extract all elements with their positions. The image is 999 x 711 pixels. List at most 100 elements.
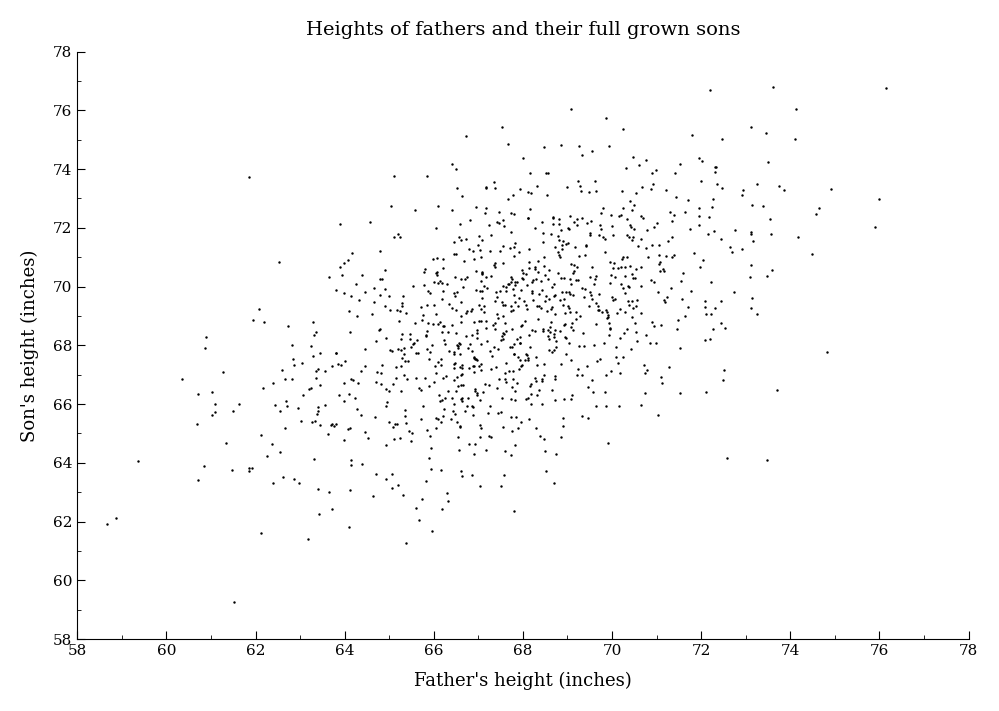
- Point: [548, 342, 564, 353]
- Point: [621, 195, 637, 206]
- Point: [478, 181, 494, 193]
- Point: [436, 403, 452, 415]
- Point: [705, 193, 721, 204]
- Point: [428, 267, 444, 278]
- Point: [463, 305, 479, 316]
- Point: [451, 341, 467, 352]
- Point: [412, 514, 428, 525]
- Point: [518, 299, 534, 311]
- Point: [482, 346, 498, 357]
- Point: [672, 159, 688, 170]
- Point: [553, 225, 569, 236]
- Point: [527, 263, 543, 274]
- Point: [550, 230, 566, 242]
- Point: [577, 240, 593, 252]
- Point: [465, 470, 481, 481]
- Point: [382, 416, 398, 427]
- Point: [500, 278, 516, 289]
- Point: [436, 372, 452, 383]
- Point: [472, 360, 488, 371]
- Point: [475, 266, 491, 277]
- Point: [473, 419, 489, 431]
- Point: [556, 319, 572, 330]
- Point: [541, 264, 557, 276]
- Point: [563, 390, 579, 401]
- Point: [534, 236, 550, 247]
- Point: [582, 289, 598, 300]
- Point: [529, 360, 545, 371]
- Point: [454, 191, 470, 202]
- Point: [264, 439, 280, 450]
- Point: [278, 395, 294, 407]
- Point: [412, 383, 428, 394]
- Point: [308, 373, 324, 384]
- Point: [483, 270, 499, 282]
- Point: [623, 235, 639, 246]
- Point: [661, 206, 677, 218]
- Point: [611, 304, 627, 315]
- Point: [612, 332, 628, 343]
- Point: [487, 341, 502, 353]
- Point: [442, 299, 458, 310]
- Point: [306, 329, 322, 341]
- Point: [392, 231, 408, 242]
- Point: [372, 289, 388, 301]
- Point: [544, 281, 560, 292]
- Point: [488, 295, 503, 306]
- Point: [513, 320, 529, 331]
- Point: [675, 267, 691, 279]
- Point: [355, 269, 371, 281]
- Point: [280, 400, 296, 412]
- Point: [496, 240, 511, 252]
- Point: [439, 487, 455, 498]
- Point: [397, 342, 413, 353]
- Point: [543, 304, 559, 315]
- Point: [513, 320, 529, 331]
- Point: [397, 370, 413, 381]
- Point: [469, 387, 485, 399]
- Point: [332, 218, 348, 229]
- Point: [621, 281, 637, 292]
- Point: [636, 367, 652, 378]
- Point: [308, 326, 324, 338]
- Point: [467, 351, 483, 362]
- Point: [434, 326, 450, 337]
- Point: [635, 360, 651, 371]
- Point: [225, 406, 241, 417]
- Point: [539, 274, 555, 285]
- Point: [409, 334, 425, 346]
- Point: [546, 374, 562, 385]
- Point: [600, 309, 616, 321]
- Point: [568, 274, 584, 286]
- Point: [619, 296, 635, 307]
- Point: [498, 445, 513, 456]
- Point: [559, 182, 575, 193]
- Point: [517, 348, 533, 359]
- Point: [590, 304, 606, 316]
- Point: [336, 258, 352, 269]
- Point: [615, 283, 631, 294]
- Point: [613, 209, 629, 220]
- Point: [491, 407, 506, 418]
- Point: [436, 335, 452, 346]
- Point: [553, 139, 569, 151]
- Point: [567, 242, 583, 253]
- Point: [644, 168, 660, 179]
- Point: [328, 418, 344, 429]
- Point: [312, 348, 328, 359]
- Point: [616, 306, 632, 318]
- Point: [300, 533, 316, 544]
- Point: [742, 272, 758, 283]
- Point: [547, 308, 563, 319]
- Point: [478, 208, 494, 219]
- Point: [673, 293, 689, 304]
- Point: [387, 170, 403, 181]
- Point: [555, 272, 571, 284]
- Point: [446, 287, 462, 299]
- Point: [386, 433, 402, 444]
- Point: [368, 336, 384, 347]
- Point: [697, 308, 713, 319]
- Point: [433, 464, 449, 476]
- Point: [409, 347, 425, 358]
- Point: [515, 267, 531, 279]
